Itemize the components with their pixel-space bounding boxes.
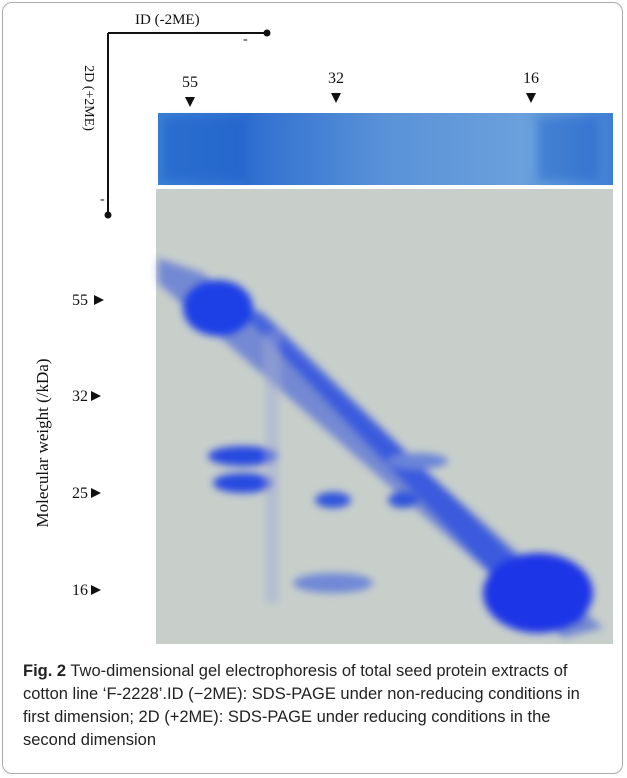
arrow-head — [104, 211, 112, 219]
caption-text: Two-dimensional gel electrophoresis of t… — [23, 662, 580, 749]
marker-arrow — [91, 488, 101, 498]
polarity-mark: - — [243, 32, 248, 47]
marker-arrow — [94, 295, 104, 305]
caption: Fig. 2 Two-dimensional gel electrophores… — [23, 660, 608, 752]
first-dimension-label: ID (-2ME) — [135, 12, 200, 28]
marker-arrow — [91, 585, 101, 595]
second-dimension-label: 2D (+2ME) — [81, 65, 96, 131]
top-marker: 16 — [523, 70, 539, 87]
arrow-head — [263, 29, 271, 37]
marker-arrow — [331, 93, 341, 103]
left-marker: 16 — [72, 582, 88, 599]
gel-spots — [158, 258, 603, 638]
left-marker: 32 — [72, 388, 88, 405]
left-marker: 55 — [72, 292, 88, 309]
strip-band — [538, 118, 598, 180]
figure: ID (-2ME) 2D (+2ME) - - 55 32 16 55 32 2… — [33, 12, 613, 644]
marker-arrow — [526, 93, 536, 103]
strip-band — [163, 118, 248, 180]
polarity-mark: - — [100, 192, 105, 207]
left-marker: 25 — [72, 485, 88, 502]
top-marker: 55 — [182, 74, 198, 91]
y-axis-label: Molecular weight (/kDa) — [33, 359, 52, 528]
top-marker: 32 — [328, 70, 344, 87]
caption-label: Fig. 2 — [23, 662, 67, 680]
marker-arrow — [91, 391, 101, 401]
marker-arrow — [185, 97, 195, 107]
